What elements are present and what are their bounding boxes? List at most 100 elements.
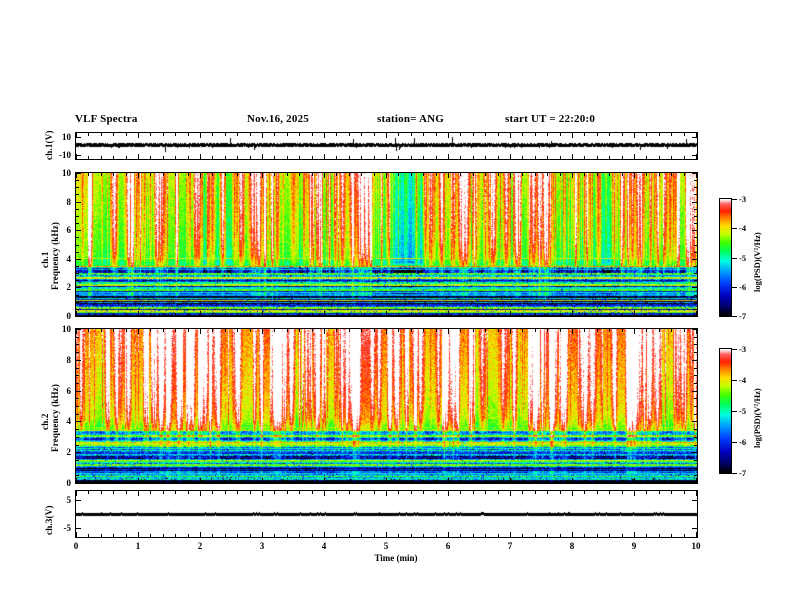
axis-tick xyxy=(175,313,176,316)
axis-tick xyxy=(126,133,127,136)
axis-tick xyxy=(175,133,176,136)
axis-tick xyxy=(436,173,437,176)
axis-tick xyxy=(274,313,275,316)
axis-tick xyxy=(436,133,437,136)
axis-tick xyxy=(225,173,226,176)
axis-tick xyxy=(473,156,474,159)
axis-tick xyxy=(76,445,79,446)
axis-tick xyxy=(694,375,697,376)
axis-tick xyxy=(473,329,474,332)
axis-tick xyxy=(262,133,263,138)
axis-tick xyxy=(212,491,213,494)
axis-tick xyxy=(188,313,189,316)
axis-tick xyxy=(694,344,697,345)
axis-tick xyxy=(88,491,89,494)
axis-tick xyxy=(692,391,697,392)
colorbar-tick xyxy=(732,228,737,229)
axis-tick xyxy=(448,329,449,334)
axis-tick xyxy=(485,491,486,494)
colorbar-ch1-label: log(PSD)(V²/Hz) xyxy=(752,232,762,292)
axis-tick xyxy=(522,173,523,176)
axis-tick xyxy=(692,360,697,361)
axis-tick xyxy=(692,421,697,422)
axis-tick xyxy=(694,337,697,338)
axis-tick xyxy=(299,329,300,332)
axis-tick xyxy=(138,478,139,483)
axis-tick xyxy=(473,173,474,176)
axis-tick xyxy=(411,133,412,136)
axis-tick xyxy=(76,500,81,501)
figure-station: station= ANG xyxy=(377,113,445,125)
axis-tick xyxy=(498,173,499,176)
axis-tick xyxy=(101,534,102,537)
axis-tick xyxy=(597,329,598,332)
axis-tick xyxy=(535,480,536,483)
axis-tick xyxy=(237,329,238,332)
axis-tick xyxy=(188,491,189,494)
axis-tick xyxy=(274,329,275,332)
axis-tick xyxy=(696,329,697,334)
axis-tick xyxy=(212,480,213,483)
axis-tick xyxy=(684,173,685,176)
axis-tick xyxy=(361,156,362,159)
axis-tick xyxy=(436,313,437,316)
axis-tick xyxy=(560,534,561,537)
axis-tick xyxy=(76,137,81,138)
axis-tick xyxy=(225,156,226,159)
axis-tick xyxy=(398,133,399,136)
colorbar-ch2 xyxy=(719,348,732,474)
axis-tick xyxy=(225,329,226,332)
axis-tick xyxy=(113,156,114,159)
axis-tick xyxy=(694,187,697,188)
axis-tick xyxy=(349,480,350,483)
axis-tick xyxy=(473,534,474,537)
axis-tick xyxy=(76,478,77,483)
axis-tick xyxy=(76,287,81,288)
axis-tick xyxy=(163,173,164,176)
axis-tick xyxy=(694,383,697,384)
axis-tick xyxy=(76,437,79,438)
axis-tick xyxy=(374,156,375,159)
x-axis-tick-label: 6 xyxy=(445,541,451,551)
figure-start-ut: start UT = 22:20:0 xyxy=(505,113,596,125)
axis-tick xyxy=(262,532,263,537)
axis-tick xyxy=(460,313,461,316)
axis-tick xyxy=(609,156,610,159)
axis-tick xyxy=(597,173,598,176)
colorbar-ch2-label: log(PSD)(V²/Hz) xyxy=(752,388,762,448)
axis-tick xyxy=(646,173,647,176)
axis-tick xyxy=(88,480,89,483)
axis-tick xyxy=(460,133,461,136)
axis-tick xyxy=(212,329,213,332)
axis-tick xyxy=(510,173,511,178)
axis-tick xyxy=(287,133,288,136)
axis-tick xyxy=(547,313,548,316)
axis-tick xyxy=(138,532,139,537)
axis-tick xyxy=(76,187,79,188)
axis-tick xyxy=(671,329,672,332)
axis-tick xyxy=(694,398,697,399)
axis-tick xyxy=(659,480,660,483)
axis-tick xyxy=(436,491,437,494)
axis-tick xyxy=(448,154,449,159)
axis-tick xyxy=(349,534,350,537)
axis-tick xyxy=(76,360,81,361)
axis-tick xyxy=(101,491,102,494)
axis-tick xyxy=(510,478,511,483)
axis-tick xyxy=(423,313,424,316)
axis-tick xyxy=(76,398,79,399)
axis-tick xyxy=(138,311,139,316)
axis-tick xyxy=(694,429,697,430)
axis-tick xyxy=(671,313,672,316)
axis-title-ch1-label: ch.1 xyxy=(40,251,50,268)
axis-tick xyxy=(76,295,79,296)
axis-tick-label: 6 xyxy=(66,225,72,235)
axis-tick xyxy=(692,316,697,317)
axis-tick xyxy=(411,313,412,316)
axis-tick xyxy=(76,209,79,210)
axis-tick xyxy=(336,156,337,159)
axis-tick xyxy=(76,368,79,369)
axis-tick xyxy=(560,480,561,483)
axis-tick xyxy=(76,337,79,338)
colorbar-tick-label: -7 xyxy=(739,468,747,478)
